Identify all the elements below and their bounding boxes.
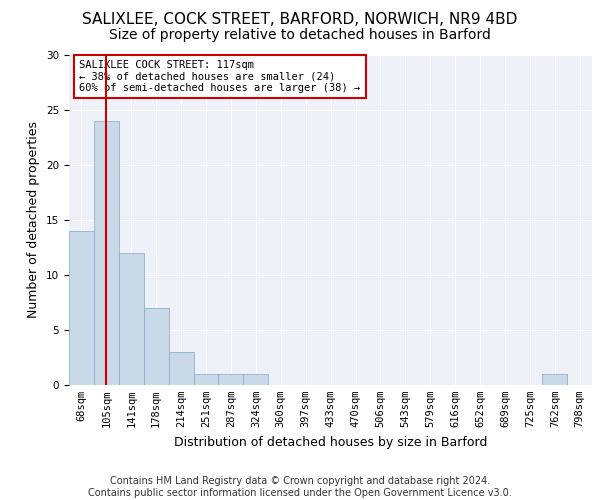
X-axis label: Distribution of detached houses by size in Barford: Distribution of detached houses by size … [174,436,487,448]
Bar [244,374,268,385]
Bar [542,374,567,385]
Bar [218,374,244,385]
Text: Size of property relative to detached houses in Barford: Size of property relative to detached ho… [109,28,491,42]
Text: Contains HM Land Registry data © Crown copyright and database right 2024.
Contai: Contains HM Land Registry data © Crown c… [88,476,512,498]
Text: SALIXLEE COCK STREET: 117sqm
← 38% of detached houses are smaller (24)
60% of se: SALIXLEE COCK STREET: 117sqm ← 38% of de… [79,60,361,93]
Bar [69,231,94,385]
Bar [169,352,194,385]
Bar [194,374,218,385]
Bar [144,308,169,385]
Bar [94,121,119,385]
Y-axis label: Number of detached properties: Number of detached properties [28,122,40,318]
Text: SALIXLEE, COCK STREET, BARFORD, NORWICH, NR9 4BD: SALIXLEE, COCK STREET, BARFORD, NORWICH,… [82,12,518,28]
Bar [119,253,144,385]
